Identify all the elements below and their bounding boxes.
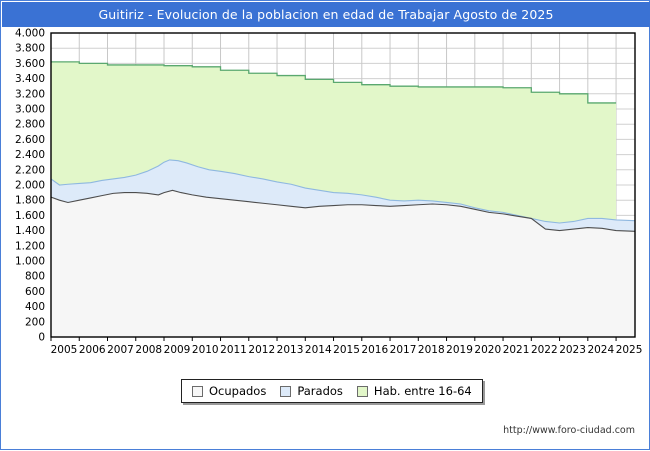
svg-text:2023: 2023 xyxy=(559,344,586,356)
svg-text:2012: 2012 xyxy=(248,344,275,356)
axes xyxy=(50,32,636,338)
svg-text:2024: 2024 xyxy=(587,344,614,356)
legend-item-ocupados: Ocupados xyxy=(192,384,266,398)
svg-text:2.800: 2.800 xyxy=(15,119,45,131)
svg-text:2013: 2013 xyxy=(277,344,304,356)
svg-text:2007: 2007 xyxy=(107,344,134,356)
chart-legend: Ocupados Parados Hab. entre 16-64 xyxy=(181,379,483,403)
svg-text:3.200: 3.200 xyxy=(15,88,45,100)
svg-text:2017: 2017 xyxy=(390,344,417,356)
svg-text:1.800: 1.800 xyxy=(15,195,45,207)
series-areas xyxy=(50,61,636,337)
population-evolution-chart: FORO CIUDAD.COM 02004006008001.0001.2001… xyxy=(15,28,643,357)
svg-text:2020: 2020 xyxy=(474,344,501,356)
svg-text:2016: 2016 xyxy=(361,344,388,356)
svg-text:2015: 2015 xyxy=(333,344,360,356)
svg-text:2.600: 2.600 xyxy=(15,134,45,146)
legend-label-habitantes: Hab. entre 16-64 xyxy=(373,384,472,398)
legend-swatch-ocupados xyxy=(192,385,203,397)
svg-text:3.600: 3.600 xyxy=(15,58,45,70)
svg-text:4.000: 4.000 xyxy=(15,28,45,40)
svg-text:2021: 2021 xyxy=(503,344,530,356)
y-axis-tick-labels: 0 200 400 600 800 1.000 1.200 1.400 1.600 1.800 2.… xyxy=(15,28,45,344)
page-title: Guitiriz - Evolucion de la poblacion en … xyxy=(98,7,554,22)
legend-item-parados: Parados xyxy=(280,384,343,398)
svg-text:2010: 2010 xyxy=(192,344,219,356)
svg-text:2009: 2009 xyxy=(164,344,191,356)
legend-item-habitantes: Hab. entre 16-64 xyxy=(356,384,472,398)
svg-text:1.000: 1.000 xyxy=(15,256,45,268)
svg-text:3.800: 3.800 xyxy=(15,43,45,55)
svg-text:1.200: 1.200 xyxy=(15,240,45,252)
svg-text:2006: 2006 xyxy=(79,344,106,356)
svg-text:2025: 2025 xyxy=(616,344,643,356)
svg-text:2019: 2019 xyxy=(446,344,473,356)
svg-text:200: 200 xyxy=(25,316,45,328)
x-axis-tick-labels: 2005 2006 2007 2008 2009 2010 2011 2012 2013 2014… xyxy=(50,337,643,356)
svg-text:2022: 2022 xyxy=(531,344,558,356)
legend-swatch-habitantes xyxy=(356,385,368,397)
svg-text:3.000: 3.000 xyxy=(15,104,45,116)
svg-text:2008: 2008 xyxy=(135,344,162,356)
source-url: http://www.foro-ciudad.com xyxy=(503,425,635,436)
svg-text:1.600: 1.600 xyxy=(15,210,45,222)
svg-text:2014: 2014 xyxy=(305,344,332,356)
svg-text:2011: 2011 xyxy=(220,344,247,356)
svg-text:400: 400 xyxy=(25,301,45,313)
legend-label-ocupados: Ocupados xyxy=(209,384,267,398)
svg-text:0: 0 xyxy=(38,332,45,344)
svg-text:2.000: 2.000 xyxy=(15,180,45,192)
svg-text:2.200: 2.200 xyxy=(15,164,45,176)
chart-title-bar: Guitiriz - Evolucion de la poblacion en … xyxy=(2,2,650,27)
svg-text:800: 800 xyxy=(25,271,45,283)
svg-text:1.400: 1.400 xyxy=(15,225,45,237)
svg-text:2.400: 2.400 xyxy=(15,149,45,161)
svg-text:2018: 2018 xyxy=(418,344,445,356)
legend-label-parados: Parados xyxy=(297,384,343,398)
svg-text:3.400: 3.400 xyxy=(15,73,45,85)
plot-area-container: FORO CIUDAD.COM 02004006008001.0001.2001… xyxy=(1,27,650,451)
svg-text:2005: 2005 xyxy=(51,344,78,356)
legend-swatch-parados xyxy=(280,385,292,397)
svg-text:600: 600 xyxy=(25,286,45,298)
